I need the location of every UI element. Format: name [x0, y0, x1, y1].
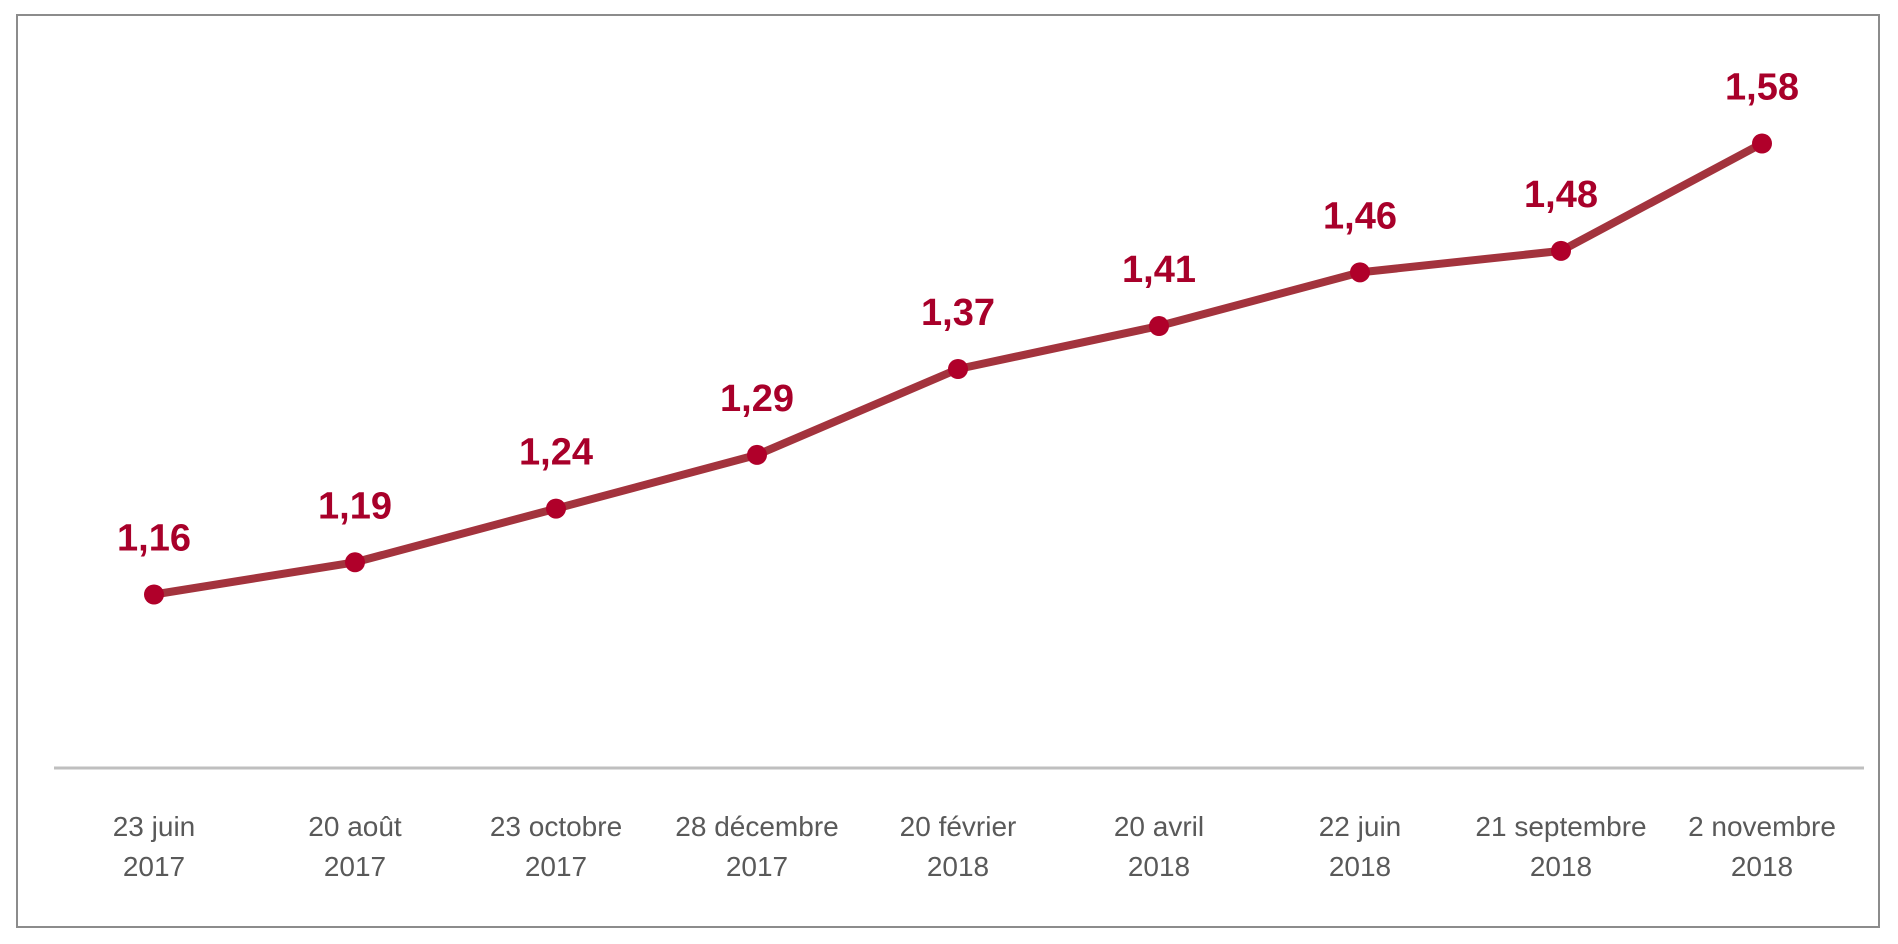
x-tick-label-year: 2017	[324, 851, 386, 882]
x-tick-label-year: 2017	[123, 851, 185, 882]
x-tick-label-year: 2018	[1128, 851, 1190, 882]
x-tick-label-date: 28 décembre	[675, 811, 838, 842]
data-label: 1,29	[720, 378, 794, 420]
x-tick-label-year: 2018	[1530, 851, 1592, 882]
data-point-marker	[1350, 262, 1370, 283]
x-tick-label-date: 20 février	[900, 811, 1017, 842]
data-label: 1,46	[1323, 195, 1397, 237]
x-tick-label-date: 23 octobre	[490, 811, 622, 842]
data-label: 1,19	[318, 485, 392, 527]
x-tick-label-date: 22 juin	[1319, 811, 1402, 842]
x-tick-label-year: 2018	[1329, 851, 1391, 882]
data-label: 1,16	[117, 518, 191, 560]
data-label: 1,24	[519, 432, 593, 474]
x-tick-label-date: 21 septembre	[1475, 811, 1646, 842]
data-point-marker	[345, 552, 365, 573]
x-tick-label-year: 2018	[1731, 851, 1793, 882]
x-tick-labels: 23 juin 2017 20 août 2017 23 octobre 2017 28 d…	[113, 811, 1836, 882]
x-tick-label-year: 2017	[525, 851, 587, 882]
data-label: 1,37	[921, 292, 995, 334]
x-tick-label-date: 20 août	[308, 811, 402, 842]
chart-frame	[16, 14, 1880, 928]
x-tick-label-date: 23 juin	[113, 811, 196, 842]
data-point-marker	[546, 498, 566, 519]
data-point-marker	[1149, 316, 1169, 337]
data-label: 1,48	[1524, 174, 1598, 216]
x-tick-label-date: 20 avril	[1114, 811, 1204, 842]
data-point-marker	[1551, 240, 1571, 261]
data-labels: 1,16 1,19 1,24 1,29 1,37 1,41 1,46 1,48 1,58	[117, 67, 1799, 560]
data-point-marker	[1752, 133, 1772, 154]
x-tick-label-date: 2 novembre	[1688, 811, 1836, 842]
x-tick-label-year: 2017	[726, 851, 788, 882]
x-tick-label-year: 2018	[927, 851, 989, 882]
data-point-marker	[144, 584, 164, 605]
data-markers	[144, 133, 1772, 605]
data-point-marker	[948, 359, 968, 379]
data-label: 1,58	[1725, 67, 1799, 109]
data-point-marker	[747, 444, 767, 465]
data-label: 1,41	[1122, 249, 1196, 291]
